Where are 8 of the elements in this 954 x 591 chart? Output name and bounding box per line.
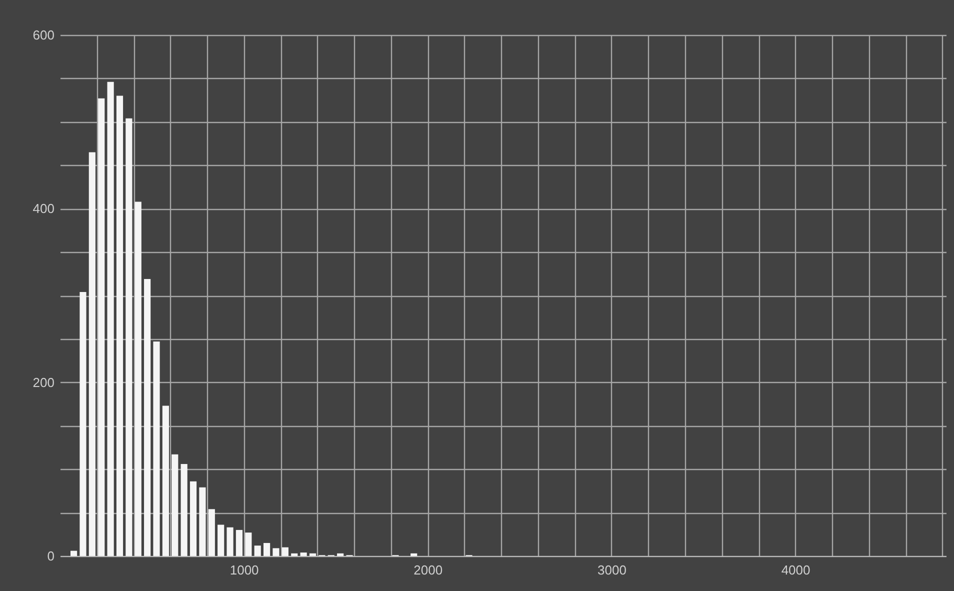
x-tick-label: 4000 xyxy=(781,562,810,578)
y-tick-label: 0 xyxy=(47,548,54,564)
x-tick-label: 1000 xyxy=(230,562,259,578)
x-tick-label: 3000 xyxy=(597,562,626,578)
y-tick-label: 200 xyxy=(32,374,54,390)
y-tick-label: 600 xyxy=(32,28,54,42)
x-tick-label: 2000 xyxy=(414,562,443,578)
y-tick-label: 400 xyxy=(32,201,54,216)
